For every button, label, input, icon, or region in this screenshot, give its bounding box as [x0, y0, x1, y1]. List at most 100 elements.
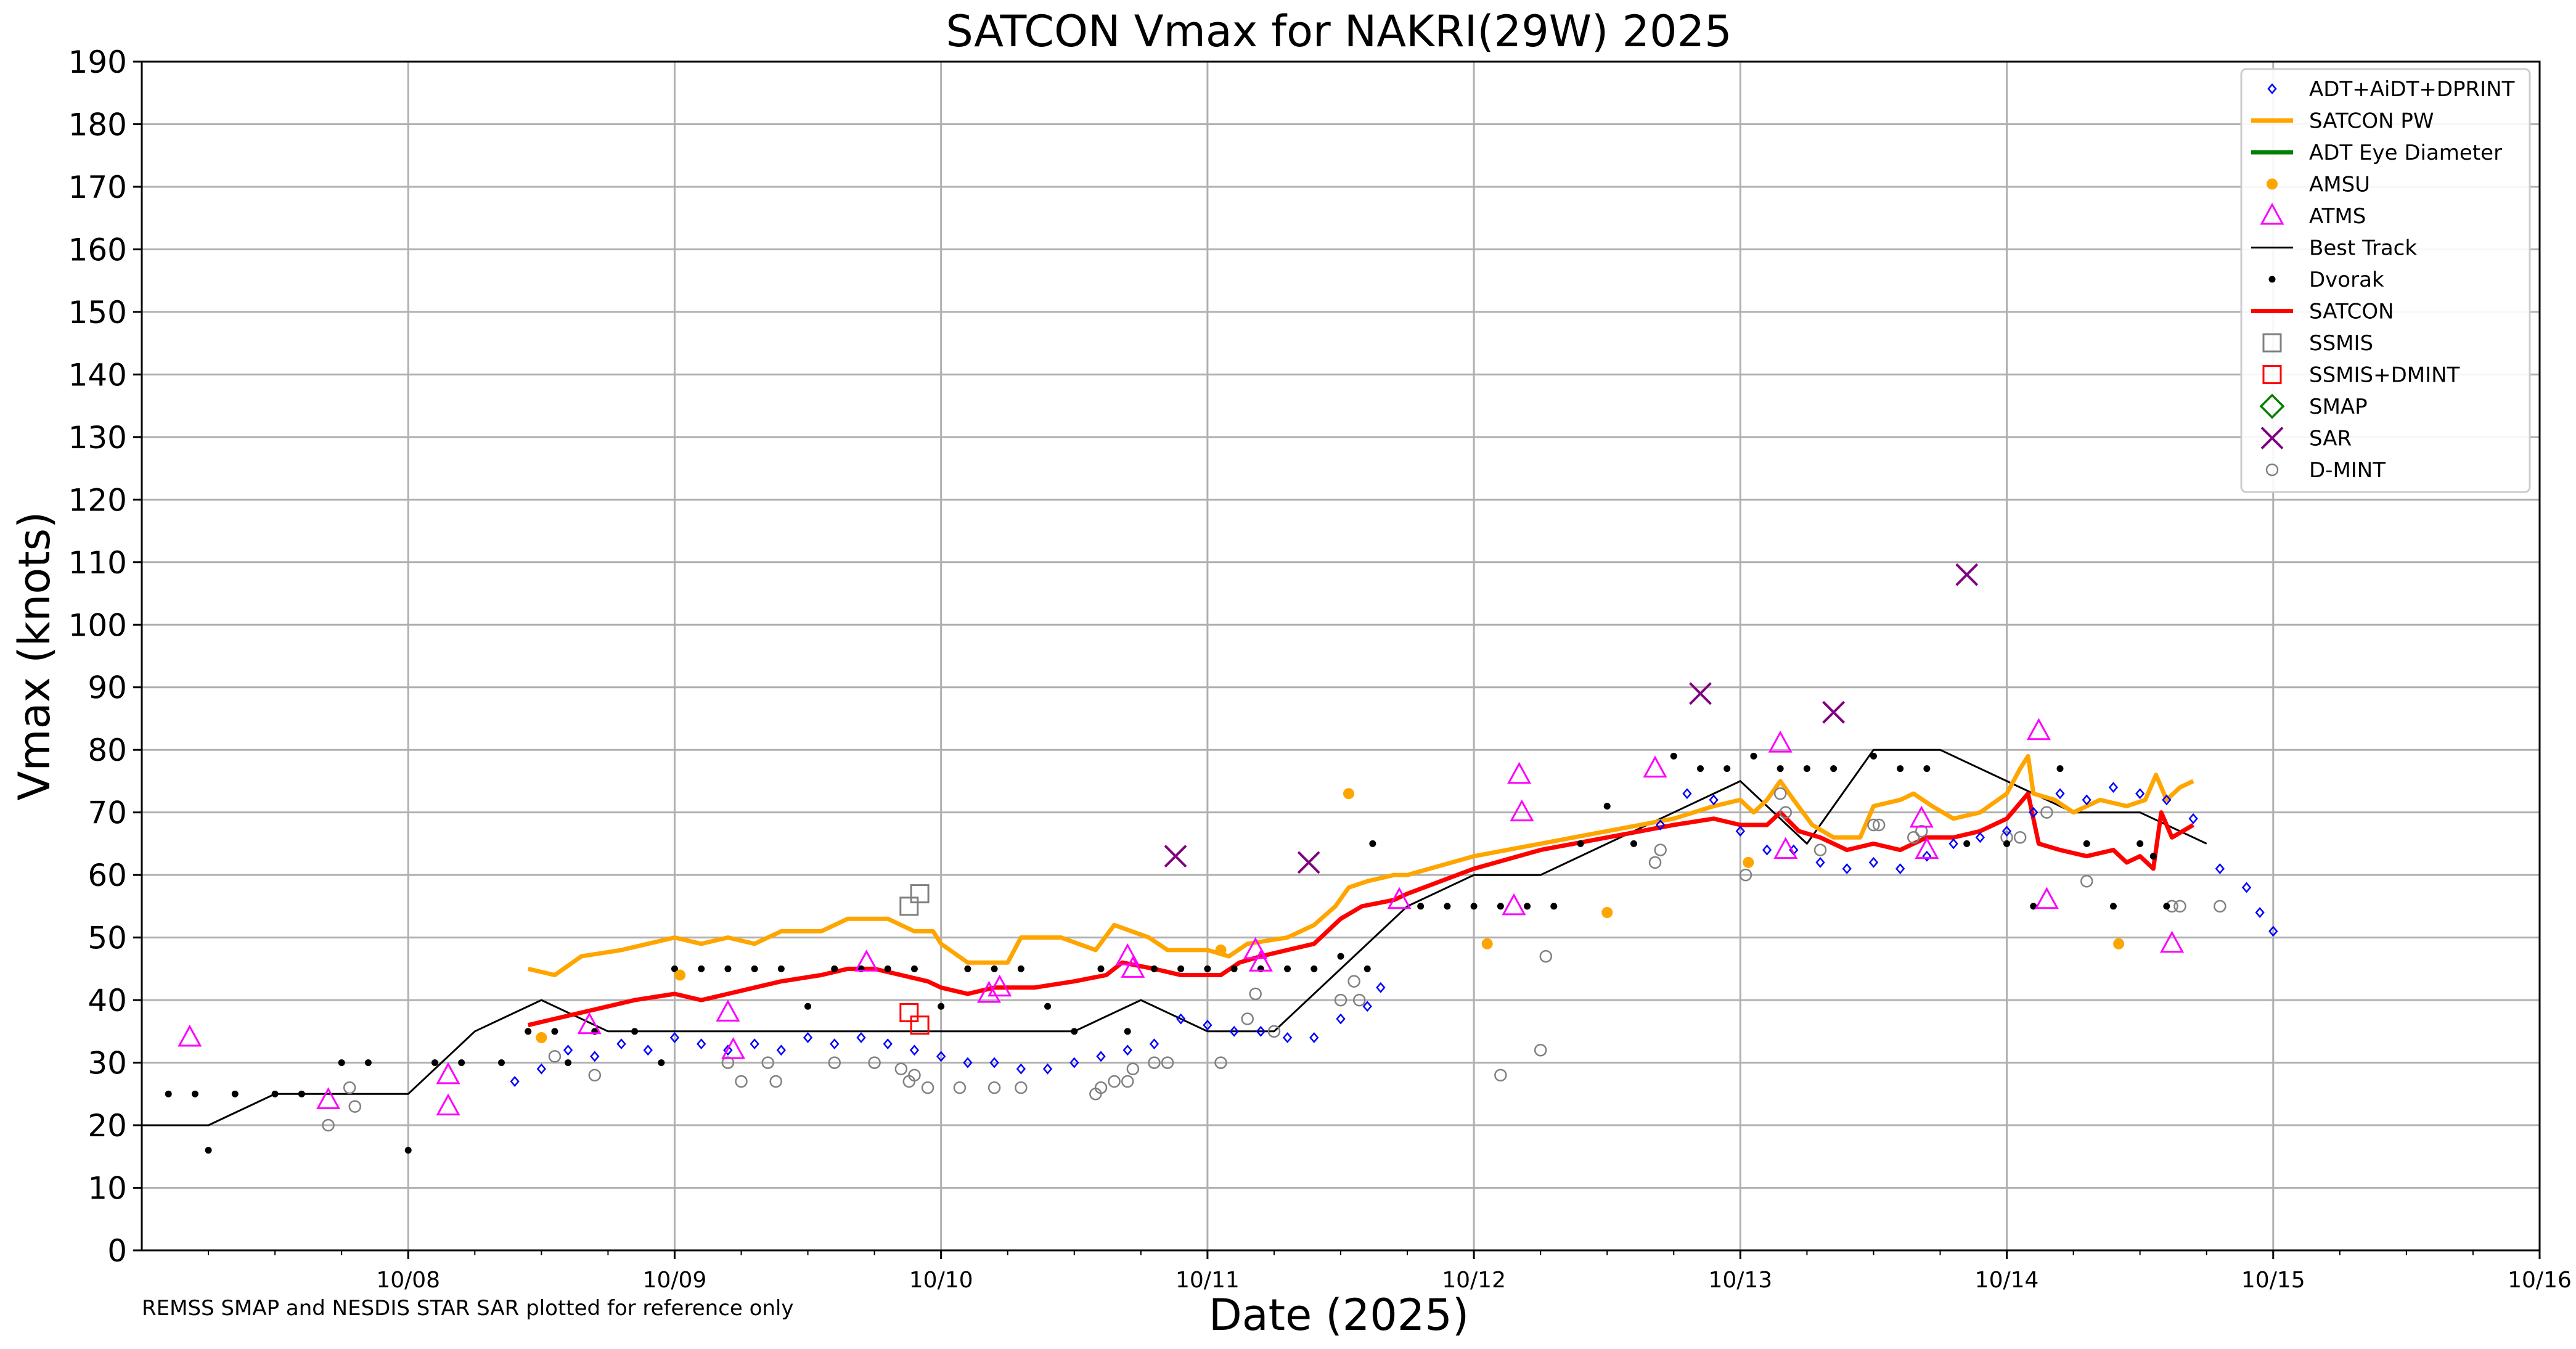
dvorak-point — [991, 965, 998, 972]
legend-symbol — [2260, 202, 2284, 225]
dvorak-point — [1017, 965, 1024, 972]
atms-point — [1909, 805, 1934, 828]
series-lines — [142, 748, 2207, 1126]
atms-point — [1243, 937, 1268, 959]
adt-point — [2108, 782, 2119, 793]
adt-point — [643, 1044, 653, 1056]
d-mint-point — [1654, 843, 1667, 856]
dvorak-point — [431, 1059, 438, 1067]
dvorak-point — [1364, 965, 1371, 972]
dvorak-point — [1470, 903, 1478, 910]
d-mint-point — [1915, 824, 1928, 838]
dvorak-point — [1124, 1028, 1131, 1035]
legend-label: SSMIS+DMINT — [2309, 363, 2460, 388]
d-mint-point — [343, 1081, 356, 1094]
dvorak-point — [404, 1147, 412, 1154]
dvorak-point — [1284, 965, 1291, 972]
y-tick-label: 120 — [68, 482, 127, 518]
series-markers — [165, 563, 2278, 1154]
adt-point — [1176, 1013, 1186, 1025]
adt-point — [856, 1032, 866, 1043]
d-mint-point — [1534, 1044, 1547, 1057]
adt-point — [590, 1051, 600, 1062]
dvorak-point — [2030, 903, 2037, 910]
adt-point — [1042, 1063, 1053, 1075]
dvorak-point — [910, 965, 918, 972]
dvorak-point — [498, 1059, 505, 1067]
adt-point — [989, 1057, 999, 1068]
d-mint-point — [987, 1081, 1001, 1094]
dvorak-point — [724, 965, 732, 972]
atms-point — [436, 1062, 460, 1085]
adt-point — [1362, 1001, 1372, 1012]
atms-point — [577, 1012, 602, 1035]
amsu-point — [1343, 788, 1354, 800]
dvorak-point — [938, 1003, 945, 1010]
y-axis-label: Vmax (knots) — [9, 512, 60, 801]
dvorak-point — [964, 965, 971, 972]
sar-point — [1297, 851, 1320, 874]
atms-point — [1510, 799, 1534, 822]
adt-point — [1948, 838, 1958, 850]
dvorak-point — [1923, 765, 1931, 773]
x-axis: 10/08 10/09 10/10 10/11 10/12 10/13 10/14 10/15… — [208, 1250, 2572, 1293]
dvorak-point — [1697, 765, 1704, 773]
satcon-line — [527, 791, 2194, 1028]
dvorak-point — [2056, 765, 2064, 773]
d-mint-point — [1773, 787, 1787, 800]
dvorak-point — [165, 1090, 172, 1097]
legend-label: SMAP — [2309, 395, 2368, 419]
d-mint-point — [735, 1075, 748, 1088]
dvorak-point — [1963, 840, 1971, 847]
d-mint-point — [769, 1075, 782, 1088]
d-mint-point — [348, 1100, 362, 1113]
d-mint-point — [1539, 949, 1553, 963]
atms-point — [1643, 755, 1667, 778]
dvorak-point — [1723, 765, 1731, 773]
legend-item: Dvorak — [2268, 268, 2384, 292]
legend-symbol — [2260, 427, 2284, 449]
adt-point — [2255, 907, 2265, 918]
adt-point — [563, 1044, 573, 1056]
d-mint-point — [1813, 843, 1827, 856]
d-mint-point — [1108, 1075, 1121, 1088]
dvorak-point — [2083, 840, 2090, 847]
adt-point — [1149, 1038, 1159, 1050]
y-tick-label: 0 — [107, 1233, 127, 1269]
d-mint-point — [1779, 806, 1793, 819]
d-mint-point — [1334, 993, 1347, 1007]
y-tick-label: 20 — [88, 1108, 127, 1144]
best-track-line — [142, 748, 2207, 1126]
adt-point — [1376, 982, 1386, 993]
atms-point — [1121, 956, 1145, 978]
d-mint-point — [828, 1056, 841, 1069]
d-mint-point — [1148, 1056, 1161, 1069]
adt-point — [1282, 1032, 1293, 1043]
y-axis: 0 10 20 30 40 50 60 70 80 90 100 110 120 130 140 150 160… — [68, 44, 142, 1269]
adt-point — [2002, 826, 2012, 837]
legend-label: Best Track — [2309, 236, 2417, 261]
dvorak-point — [2136, 840, 2144, 847]
d-mint-point — [322, 1118, 335, 1132]
legend-item: SSMIS — [2262, 331, 2373, 356]
adt-point — [669, 1032, 680, 1043]
dvorak-point — [1577, 840, 1584, 847]
dvorak-point — [1369, 840, 1376, 847]
adt-point — [909, 1044, 920, 1056]
legend-symbol — [2268, 276, 2276, 283]
legend-label: SATCON — [2309, 300, 2394, 324]
y-tick-label: 30 — [88, 1046, 127, 1081]
d-mint-point — [1872, 818, 1886, 832]
d-mint-point — [2173, 900, 2186, 913]
dvorak-point — [1310, 965, 1318, 972]
x-tick-label: 10/09 — [643, 1268, 707, 1293]
y-tick-label: 140 — [68, 357, 127, 393]
y-tick-label: 150 — [68, 295, 127, 330]
y-tick-label: 180 — [68, 107, 127, 142]
d-mint-point — [1241, 1012, 1254, 1025]
adt-point — [2268, 925, 2278, 937]
legend-item: ADT Eye Diameter — [2251, 141, 2502, 165]
d-mint-point — [1353, 993, 1366, 1007]
dvorak-point — [1204, 965, 1211, 972]
